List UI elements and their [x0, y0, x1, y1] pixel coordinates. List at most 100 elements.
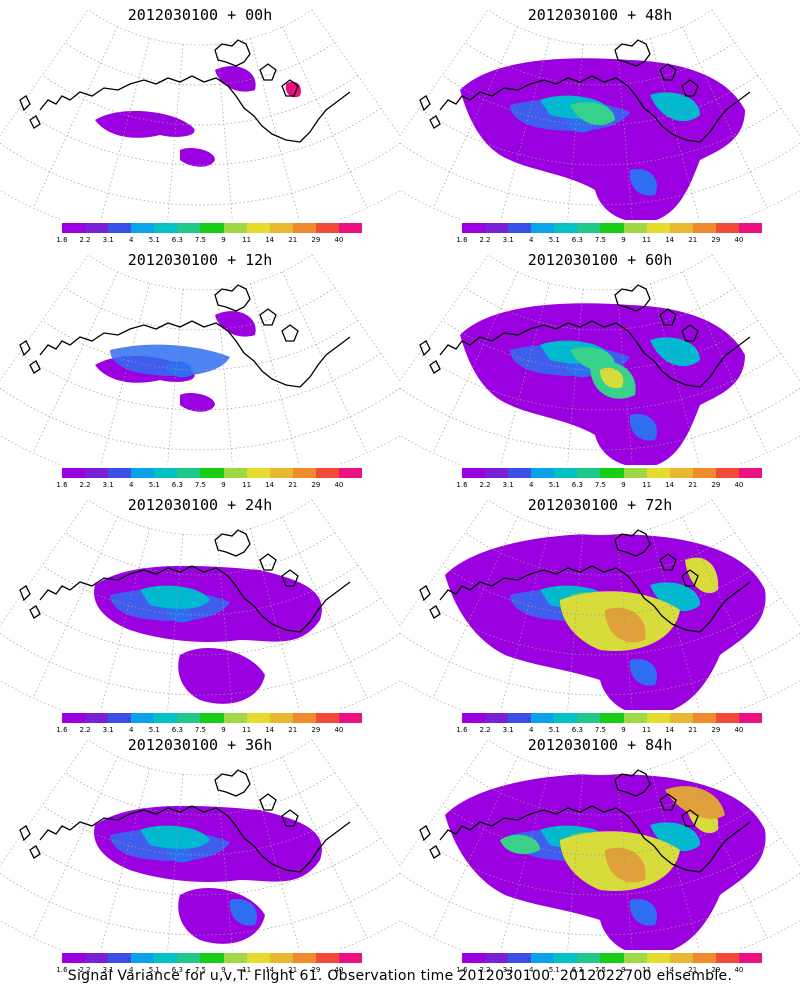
colorbar-swatch [669, 468, 693, 478]
colorbar-labels: 1.6 2.2 3.1 4 5.1 6.3 7.5 9 11 14 21 29 40 [456, 726, 762, 736]
variance-region [600, 367, 624, 389]
colorbar-swatch [646, 223, 670, 233]
colorbar-swatch [269, 953, 293, 963]
colorbar-label: 6.3 [571, 236, 583, 244]
colorbar-swatch [292, 468, 316, 478]
colorbar-label: 5.1 [548, 966, 560, 974]
colorbar [462, 223, 763, 233]
colorbar-swatch [623, 953, 647, 963]
map-boundary [0, 499, 400, 710]
colorbar-label: 21 [288, 236, 298, 244]
colorbar-swatch [338, 713, 363, 723]
panel-title: 2012030100 + 84h [527, 736, 673, 754]
variance-region [215, 311, 256, 337]
colorbar-labels: 1.6 2.2 3.1 4 5.1 6.3 7.5 9 11 14 21 29 40 [56, 726, 362, 736]
colorbar-swatch [108, 223, 132, 233]
map-panel: 2012030100 + 72h 1.6 2.2 3.1 4 5.1 6.3 7.5 9 11 14… [400, 490, 800, 734]
graticule [0, 516, 400, 710]
colorbar-swatch [246, 953, 270, 963]
field-layer [460, 303, 745, 465]
colorbar-label: 3.1 [102, 481, 114, 489]
colorbar [62, 953, 363, 963]
panel-title: 2012030100 + 24h [127, 496, 273, 514]
colorbar-label: 40 [334, 726, 344, 734]
colorbar [462, 953, 763, 963]
colorbar-label: 14 [665, 726, 675, 734]
colorbar-swatch [315, 953, 339, 963]
colorbar-label: 7.5 [194, 966, 207, 974]
colorbar-swatch [131, 223, 155, 233]
map-boundary [400, 254, 800, 465]
colorbar-swatch [462, 468, 486, 478]
colorbar-label: 40 [334, 481, 344, 489]
colorbar-swatch [554, 223, 578, 233]
colorbar-swatch [554, 713, 578, 723]
colorbar-swatch [692, 713, 716, 723]
colorbar-swatch [485, 953, 509, 963]
colorbar-swatch [200, 468, 224, 478]
colorbar-swatch [292, 223, 316, 233]
colorbar-swatch [131, 468, 155, 478]
colorbar-label: 21 [688, 481, 698, 489]
colorbar-label: 2.2 [79, 966, 91, 974]
variance-region [215, 66, 256, 92]
coastline [419, 529, 751, 633]
colorbar-swatch [246, 223, 270, 233]
colorbar-label: 40 [734, 236, 744, 244]
colorbar-label: 3.1 [502, 481, 514, 489]
colorbar-label: 9 [221, 236, 226, 244]
variance-region [605, 847, 646, 883]
colorbar-swatch [292, 713, 316, 723]
panel-title: 2012030100 + 12h [127, 251, 273, 269]
colorbar-label: 6.3 [171, 236, 183, 244]
colorbar-swatch [623, 223, 647, 233]
colorbar-label: 29 [311, 481, 321, 489]
colorbar-label: 6.3 [571, 966, 583, 974]
graticule [400, 756, 800, 950]
colorbar-swatch [315, 468, 339, 478]
colorbar-label: 2.2 [479, 726, 491, 734]
colorbar-label: 21 [288, 966, 298, 974]
graticule [0, 756, 400, 950]
colorbar-label: 6.3 [171, 481, 183, 489]
map-panel: 2012030100 + 48h 1.6 2.2 3.1 4 5.1 6.3 7.5 9 11 14… [400, 0, 800, 244]
colorbar-label: 1.6 [56, 236, 68, 244]
variance-map [400, 9, 800, 220]
colorbar-label: 14 [265, 481, 275, 489]
colorbar-label: 9 [221, 481, 226, 489]
colorbar-swatch [269, 713, 293, 723]
colorbar-swatch [85, 953, 109, 963]
coastline [19, 529, 351, 633]
colorbar-swatch [462, 223, 486, 233]
colorbar-label: 3.1 [502, 726, 514, 734]
colorbar-label: 3.1 [502, 966, 514, 974]
colorbar-swatch [554, 468, 578, 478]
colorbar-label: 11 [242, 726, 252, 734]
colorbar-labels: 1.6 2.2 3.1 4 5.1 6.3 7.5 9 11 14 21 29 40 [56, 966, 362, 976]
variance-map [400, 499, 800, 710]
figure-caption: Signal Variance for u,v,T. Flight 61. Ob… [67, 968, 733, 984]
colorbar-label: 3.1 [502, 236, 514, 244]
coastline [419, 769, 751, 873]
colorbar-label: 9 [621, 236, 626, 244]
map-panel: 2012030100 + 60h 1.6 2.2 3.1 4 5.1 6.3 7.5 9 11 14… [400, 245, 800, 489]
variance-region [178, 647, 265, 704]
colorbar-label: 7.5 [194, 236, 207, 244]
colorbar-swatch [646, 713, 670, 723]
colorbar-label: 5.1 [148, 966, 160, 974]
colorbar-labels: 1.6 2.2 3.1 4 5.1 6.3 7.5 9 11 14 21 29 40 [456, 966, 762, 976]
colorbar-label: 40 [334, 966, 344, 974]
colorbar-swatch [715, 953, 739, 963]
colorbar-label: 29 [711, 236, 721, 244]
variance-region [140, 825, 210, 849]
colorbar-label: 7.5 [594, 726, 607, 734]
colorbar-label: 2.2 [479, 236, 491, 244]
colorbar-swatch [154, 953, 178, 963]
colorbar-swatch [154, 468, 178, 478]
colorbar-label: 1.6 [56, 726, 68, 734]
colorbar-swatch [338, 953, 363, 963]
colorbar-swatch [577, 953, 601, 963]
colorbar-swatch [85, 468, 109, 478]
colorbar-swatch [485, 223, 509, 233]
colorbar-label: 5.1 [548, 236, 560, 244]
